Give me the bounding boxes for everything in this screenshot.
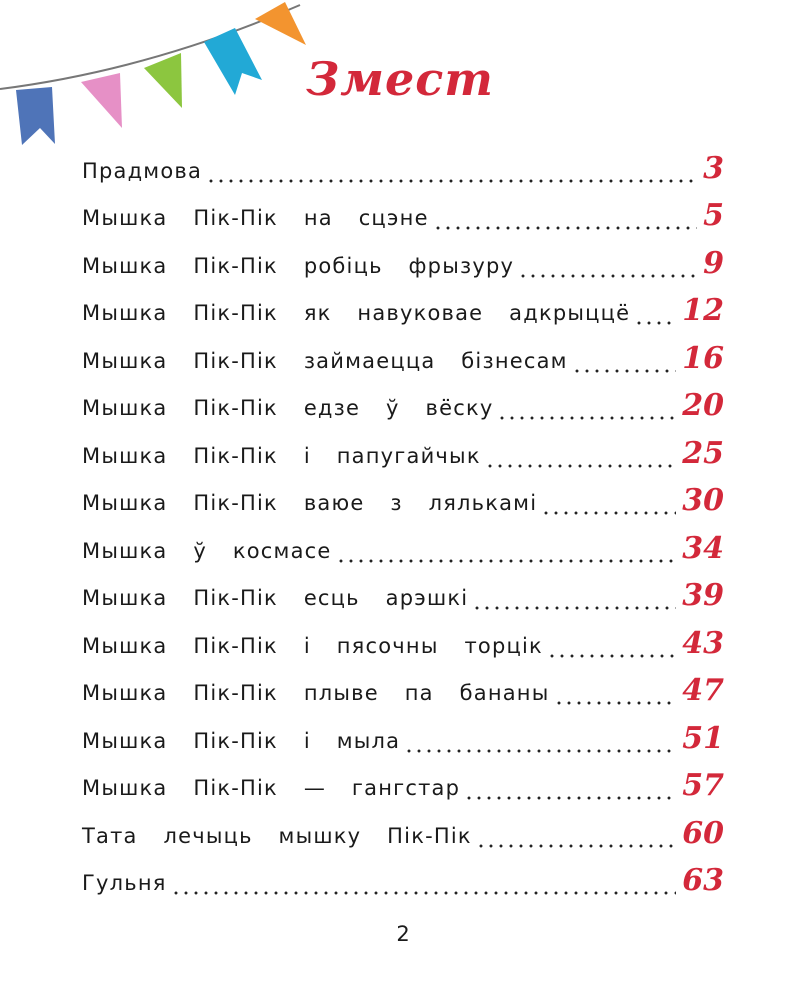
toc-entry-title: Мышка Пік-Пік едзе ў вёску (82, 396, 494, 420)
toc-entry-page: 20 (682, 388, 724, 423)
toc-entry-page: 60 (682, 815, 724, 851)
dot-leader (335, 535, 677, 566)
dot-leader (634, 298, 677, 328)
toc-entry[interactable]: Мышка Пік-Пік ваюе з лялькамі 30 (82, 471, 724, 518)
toc-entry[interactable]: Мышка Пік-Пік і папугайчык 25 (82, 423, 724, 471)
toc-entry-title: Мышка Пік-Пік плыве па бананы (82, 681, 550, 705)
toc-entry-title: Гульня (82, 871, 167, 895)
toc-entry[interactable]: Мышка Пік-Пік есць арэшкі 39 (82, 566, 724, 613)
toc-entry[interactable]: Мышка Пік-Пік плыве па бананы 47 (82, 661, 724, 708)
toc-entry[interactable]: Мышка Пік-Пік на сцэне 5 (82, 186, 724, 233)
toc-entry[interactable]: Мышка ў космасе 34 (82, 518, 724, 566)
toc-entry-title: Мышка Пік-Пік робіць фрызуру (82, 253, 515, 278)
toc-entry[interactable]: Мышка Пік-Пік і пясочны торцік 43 (82, 613, 724, 661)
flag-green (144, 53, 182, 108)
toc-entry-page: 3 (703, 150, 724, 186)
toc-entry-title: Мышка Пік-Пік — гангстар (82, 776, 461, 800)
toc-entry-page: 47 (682, 673, 724, 708)
toc-entry-page: 9 (703, 245, 724, 281)
table-of-contents: Прадмова 3 Мышка Пік-Пік на сцэне 5 Мышка Пі… (82, 138, 724, 898)
toc-entry-page: 39 (682, 578, 724, 613)
dot-leader (475, 820, 677, 851)
dot-leader (571, 345, 677, 376)
toc-entry-page: 12 (682, 293, 724, 328)
toc-entry-title: Мышка Пік-Пік есць арэшкі (82, 586, 469, 610)
dot-leader (170, 868, 677, 898)
toc-entry[interactable]: Мышка Пік-Пік едзе ў вёску 20 (82, 376, 724, 423)
dot-leader (464, 773, 677, 803)
dot-leader (553, 678, 677, 708)
bunting-decoration (0, 2, 306, 145)
dot-leader (404, 725, 677, 756)
page-number: 2 (396, 922, 410, 946)
toc-entry-title: Мышка ў космасе (82, 538, 332, 563)
toc-entry-title: Мышка Пік-Пік на сцэне (82, 206, 429, 230)
toc-entry[interactable]: Прадмова 3 (82, 138, 724, 186)
toc-entry-title: Мышка Пік-Пік як навуковае адкрыццё (82, 301, 631, 325)
dot-leader (546, 630, 677, 661)
toc-entry-title: Тата лечыць мышку Пік-Пік (82, 823, 472, 848)
toc-entry-title: Мышка Пік-Пік займаецца бізнесам (82, 348, 568, 373)
dot-leader (541, 488, 677, 518)
flag-blue (16, 87, 55, 145)
toc-entry[interactable]: Мышка Пік-Пік займаецца бізнесам 16 (82, 328, 724, 376)
toc-entry-page: 34 (682, 530, 724, 566)
page-title: Змест (306, 52, 494, 106)
toc-entry[interactable]: Мышка Пік-Пік робіць фрызуру 9 (82, 233, 724, 281)
dot-leader (497, 393, 677, 423)
toc-entry-page: 5 (703, 198, 724, 233)
toc-entry[interactable]: Гульня 63 (82, 851, 724, 898)
toc-entry-page: 51 (682, 720, 724, 756)
toc-entry-title: Мышка Пік-Пік і пясочны торцік (82, 633, 543, 658)
flag-orange (255, 2, 306, 45)
toc-entry-page: 30 (682, 483, 724, 518)
dot-leader (206, 155, 698, 186)
toc-entry-title: Мышка Пік-Пік і папугайчык (82, 443, 481, 468)
toc-entry-title: Мышка Пік-Пік ваюе з лялькамі (82, 491, 538, 515)
toc-entry-title: Мышка Пік-Пік і мыла (82, 728, 401, 753)
toc-entry-title: Прадмова (82, 158, 203, 183)
toc-entry-page: 25 (682, 435, 724, 471)
flag-cyan (204, 28, 262, 95)
toc-entry-page: 43 (682, 625, 724, 661)
toc-entry-page: 57 (682, 768, 724, 803)
toc-entry[interactable]: Мышка Пік-Пік — гангстар 57 (82, 756, 724, 803)
dot-leader (484, 440, 677, 471)
toc-entry[interactable]: Мышка Пік-Пік і мыла 51 (82, 708, 724, 756)
dot-leader (432, 203, 698, 233)
toc-entry-page: 63 (682, 863, 724, 898)
dot-leader (472, 583, 677, 613)
toc-entry-page: 16 (682, 340, 724, 376)
dot-leader (518, 250, 698, 281)
flag-pink (81, 73, 122, 128)
toc-entry[interactable]: Мышка Пік-Пік як навуковае адкрыццё 12 (82, 281, 724, 328)
toc-entry[interactable]: Тата лечыць мышку Пік-Пік 60 (82, 803, 724, 851)
